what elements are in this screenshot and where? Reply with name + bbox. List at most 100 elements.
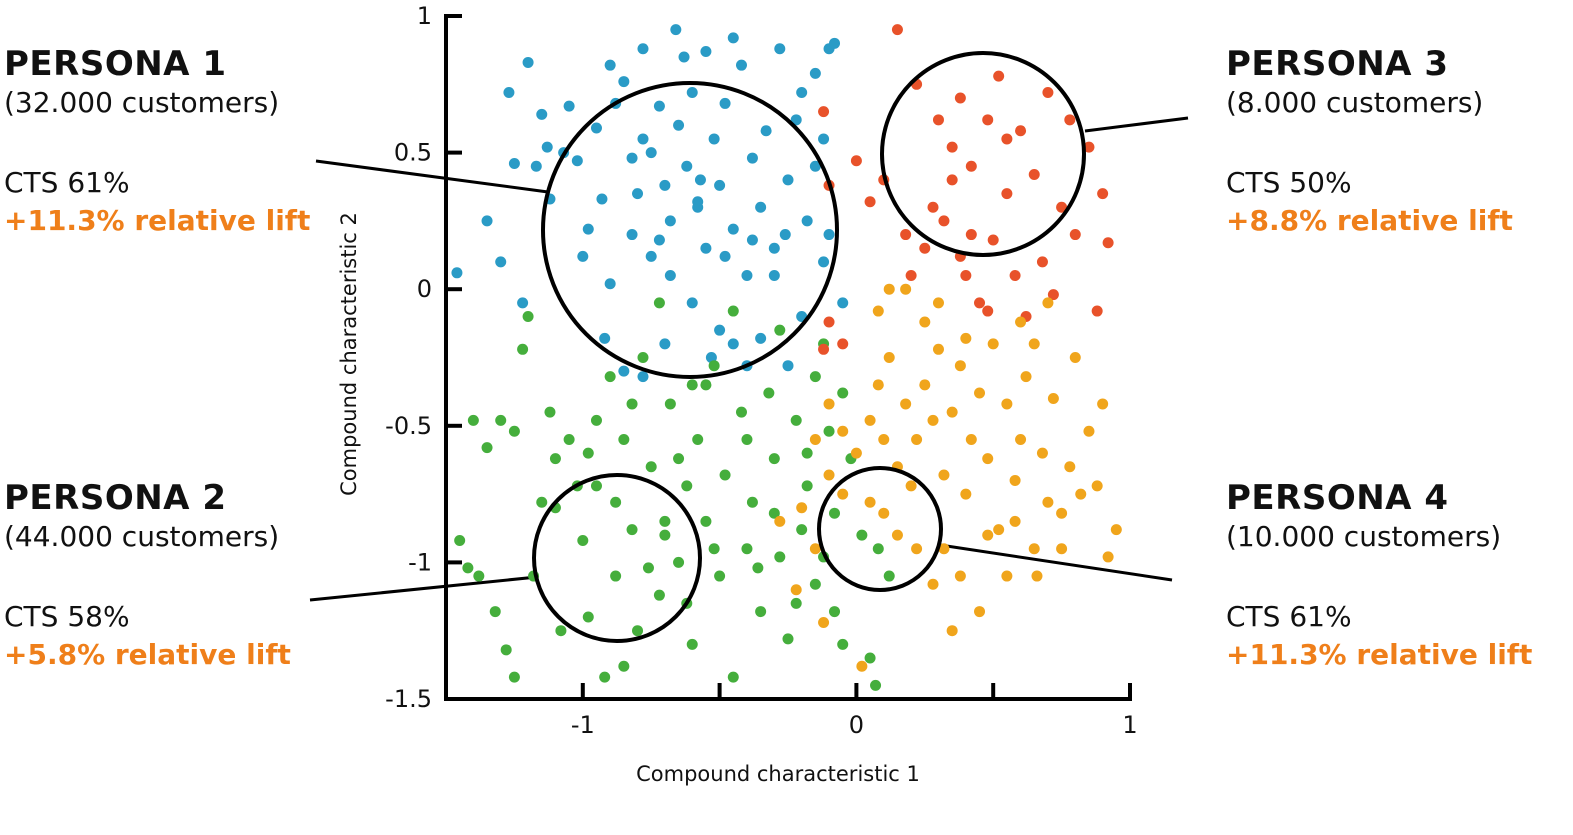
data-point: [708, 133, 720, 145]
data-point: [774, 515, 786, 527]
data-point: [823, 425, 835, 437]
data-point: [856, 529, 868, 541]
connector-persona-2: [309, 575, 538, 602]
circle-persona-3: [880, 51, 1086, 257]
data-point: [741, 543, 753, 555]
data-point: [905, 270, 917, 282]
data-point: [659, 529, 671, 541]
data-point: [938, 543, 950, 555]
data-point: [883, 352, 895, 363]
data-point: [659, 515, 671, 527]
data-point: [632, 625, 644, 637]
y-tick-label: 1: [417, 2, 432, 30]
data-point: [801, 447, 813, 459]
data-point: [960, 488, 972, 500]
data-point: [864, 652, 876, 664]
data-point: [673, 556, 685, 568]
circle-persona-1: [541, 81, 839, 379]
persona-lift: +11.3% relative lift: [4, 204, 311, 237]
data-point: [932, 114, 944, 126]
data-point: [508, 425, 520, 437]
data-point: [741, 433, 753, 445]
data-point: [818, 256, 830, 268]
data-point: [481, 442, 493, 454]
data-point: [823, 469, 835, 481]
data-point: [700, 46, 712, 58]
connector-lines: [309, 116, 1189, 602]
data-point: [774, 43, 786, 55]
data-point: [727, 338, 739, 350]
data-point: [954, 360, 966, 372]
data-point: [530, 160, 542, 172]
y-tick-label: 0: [417, 275, 432, 303]
data-point: [938, 215, 950, 227]
data-point: [1042, 86, 1054, 98]
data-point: [809, 67, 821, 79]
x-ticks: -1 0 1: [571, 683, 1138, 739]
data-point: [618, 433, 630, 445]
data-point: [878, 433, 890, 445]
data-point: [790, 597, 802, 609]
data-point: [582, 447, 594, 459]
data-point: [823, 316, 835, 328]
data-point: [599, 332, 611, 344]
data-point: [489, 606, 501, 618]
data-point: [900, 398, 912, 410]
data-point: [1042, 297, 1054, 309]
data-point: [932, 297, 944, 309]
data-point: [714, 570, 726, 582]
persona-3-panel: PERSONA 3 (8.000 customers) CTS 50% +8.8…: [1226, 44, 1566, 240]
data-point: [673, 453, 685, 465]
data-point: [1091, 305, 1103, 317]
data-point: [599, 671, 611, 683]
data-point: [626, 524, 638, 536]
data-point: [708, 543, 720, 555]
y-ticks: -1.5 -1 -0.5 0 0.5 1: [385, 2, 462, 713]
data-point: [965, 433, 977, 445]
data-point: [700, 515, 712, 527]
data-point: [1001, 398, 1013, 410]
persona-lift: +11.3% relative lift: [1226, 638, 1533, 671]
data-point: [719, 250, 731, 262]
data-point: [755, 606, 767, 618]
data-point: [752, 562, 764, 574]
data-point: [1031, 570, 1043, 582]
persona-lift: +5.8% relative lift: [4, 638, 291, 671]
data-point: [517, 297, 529, 309]
data-point: [974, 297, 986, 309]
data-point: [618, 365, 630, 377]
data-point: [900, 283, 912, 295]
persona-cts: CTS 61%: [1226, 600, 1352, 633]
data-point: [517, 343, 529, 355]
data-point: [1020, 371, 1032, 383]
data-point: [965, 229, 977, 241]
data-point: [987, 234, 999, 246]
data-point: [541, 141, 553, 153]
data-point: [686, 86, 698, 98]
data-point: [590, 122, 602, 134]
data-point: [500, 644, 512, 656]
data-point: [637, 371, 649, 383]
data-point: [883, 283, 895, 295]
data-point: [809, 160, 821, 172]
circle-persona-2: [532, 473, 702, 643]
data-point: [681, 160, 693, 172]
data-point: [946, 174, 958, 186]
data-point: [1028, 338, 1040, 350]
data-point: [563, 433, 575, 445]
data-point: [864, 496, 876, 508]
data-point: [1036, 256, 1048, 268]
y-axis-title: Compound characteristic 2: [337, 212, 361, 496]
data-point: [746, 152, 758, 164]
persona-4-panel: PERSONA 4 (10.000 customers) CTS 61% +11…: [1226, 478, 1566, 674]
data-point: [919, 242, 931, 254]
data-point: [946, 141, 958, 153]
data-point: [1001, 133, 1013, 145]
data-point: [664, 398, 676, 410]
y-tick-label: 0.5: [394, 139, 432, 167]
data-point: [727, 305, 739, 317]
data-point: [809, 433, 821, 445]
data-point: [1069, 229, 1081, 241]
data-point: [954, 570, 966, 582]
data-point: [872, 543, 884, 555]
